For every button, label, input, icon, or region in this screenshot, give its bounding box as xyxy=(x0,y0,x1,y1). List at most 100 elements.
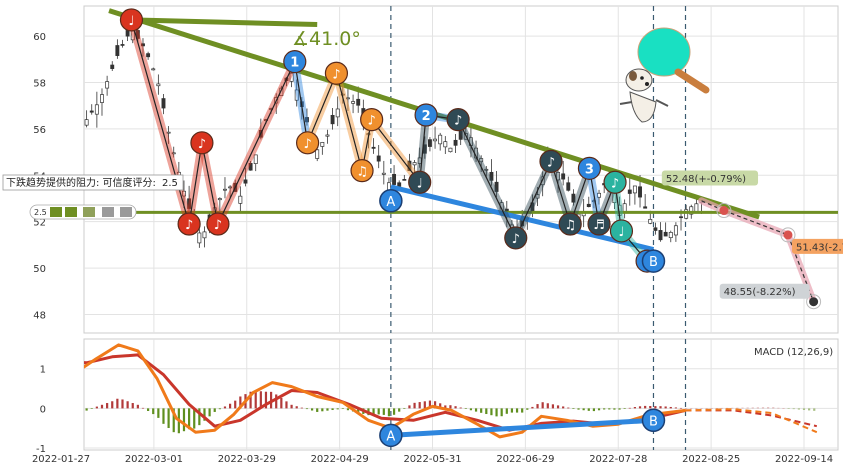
candle-body xyxy=(597,192,601,198)
macd-histogram-bar xyxy=(449,405,452,409)
candle-body xyxy=(689,206,694,215)
macd-histogram-bar xyxy=(444,405,447,409)
candle-body xyxy=(110,64,115,69)
macd-histogram-bar xyxy=(280,397,283,409)
candle-body xyxy=(100,94,104,103)
macd-histogram-bar xyxy=(60,408,62,412)
macd-histogram-bar xyxy=(669,406,672,409)
macd-histogram-bar xyxy=(439,403,442,409)
pivot-point-label: A xyxy=(386,195,395,210)
macd-histogram-bar xyxy=(726,407,729,409)
macd-histogram-bar xyxy=(408,405,411,409)
projection-ring xyxy=(806,294,822,310)
macd-histogram-bar xyxy=(731,407,734,409)
macd-histogram-bar xyxy=(157,408,160,418)
candle-body xyxy=(402,179,407,181)
macd-histogram-bar xyxy=(659,406,662,409)
projection-callout-text: 52.48(+-0.79%) xyxy=(666,174,746,185)
candle-body xyxy=(94,104,99,115)
wave-centerline xyxy=(515,161,552,239)
wave-centerline xyxy=(201,142,219,225)
candle-body xyxy=(371,146,376,149)
resistance-note: 下跌趋势提供的阻力: 可信度评分: 2.5 xyxy=(2,174,184,191)
y-axis-ticks: 48505254565860-101 xyxy=(33,32,46,455)
candle-body xyxy=(248,162,253,171)
macd-histogram-bar xyxy=(111,401,114,409)
macd-y-tick-label: 0 xyxy=(40,404,46,415)
projection-point xyxy=(783,230,793,240)
projection-callout-text: 51.43(-2.79%) xyxy=(796,242,843,253)
macd-histogram-bar xyxy=(685,408,688,409)
macd-histogram-bar xyxy=(275,394,278,409)
macd-histogram-bar xyxy=(746,407,749,409)
x-tick-label: 2022-04-29 xyxy=(311,454,369,465)
wave-point-mark: ♩ xyxy=(417,176,423,191)
macd-histogram-bar xyxy=(152,408,155,415)
candle-body xyxy=(135,30,140,39)
wave-point-mark: ♪ xyxy=(368,114,376,129)
macd-histogram-bar xyxy=(705,408,708,409)
macd-histogram-bar xyxy=(495,408,498,417)
macd-histogram-bar xyxy=(213,408,216,412)
macd-histogram-bar xyxy=(433,401,437,409)
macd-histogram-bar xyxy=(136,404,139,409)
wave-point-badge xyxy=(587,212,611,236)
macd-histogram-bar xyxy=(321,408,324,412)
macd-label: MACD (12,26,9) xyxy=(754,347,833,358)
candle-body xyxy=(694,203,699,213)
candle-body xyxy=(566,182,571,191)
candle-body xyxy=(494,181,499,192)
x-tick-label: 2022-07-28 xyxy=(589,454,647,465)
wave-centerline xyxy=(371,119,421,183)
candle-body xyxy=(381,172,386,175)
wave-point-badge xyxy=(539,149,563,173)
macd-histogram-bar xyxy=(141,407,145,409)
macd-histogram-bar xyxy=(259,391,262,409)
candle-body xyxy=(65,149,68,154)
candle-body xyxy=(586,203,591,208)
candle-body xyxy=(315,149,320,159)
macd-histogram-bar xyxy=(100,404,104,409)
mascot-icon xyxy=(619,27,710,123)
candle-body xyxy=(115,45,120,56)
candle-body xyxy=(120,44,125,46)
wave-point-badge xyxy=(504,226,528,250)
macd-histogram-bar xyxy=(387,408,391,417)
wave-point-badge xyxy=(119,8,144,32)
macd-histogram-bar xyxy=(577,408,580,410)
candle-body xyxy=(187,198,192,209)
macd-histogram-bar xyxy=(459,407,462,409)
macd-histogram-bar xyxy=(341,408,344,409)
candle-body xyxy=(668,231,673,239)
macd-histogram-bar xyxy=(741,407,744,409)
macd-histogram-bar xyxy=(126,401,129,409)
candle-body xyxy=(166,131,171,134)
macd-histogram-bar xyxy=(377,408,380,415)
macd-histogram-bar xyxy=(526,408,529,410)
candle-body xyxy=(535,194,540,199)
candle-body xyxy=(679,216,683,219)
x-tick-label: 2022-08-25 xyxy=(682,454,740,465)
macd-histogram-bar xyxy=(131,403,134,409)
macd-histogram-bar xyxy=(372,408,375,415)
macd-histogram-bar xyxy=(285,401,288,409)
candle-body xyxy=(438,134,443,145)
macd-pivot-label: A xyxy=(386,429,395,444)
macd-histogram-bar xyxy=(147,408,150,411)
candle-body xyxy=(561,173,566,180)
macd-histogram-bar xyxy=(679,407,683,409)
macd-histogram-bar xyxy=(75,408,77,414)
pivot-point-badge xyxy=(641,249,666,273)
candle-body xyxy=(59,141,62,142)
macd-histogram-bar xyxy=(218,408,221,410)
candle-body xyxy=(89,110,94,113)
macd-histogram-bar xyxy=(649,405,652,409)
macd-histogram-bar xyxy=(316,408,319,412)
macd-histogram-bar xyxy=(582,408,585,411)
macd-histogram-bar xyxy=(305,408,309,410)
wave-point-mark: ♪ xyxy=(547,155,555,170)
macd-histogram-bar xyxy=(208,408,211,417)
candle-body xyxy=(448,147,453,153)
candle-body xyxy=(156,83,161,87)
